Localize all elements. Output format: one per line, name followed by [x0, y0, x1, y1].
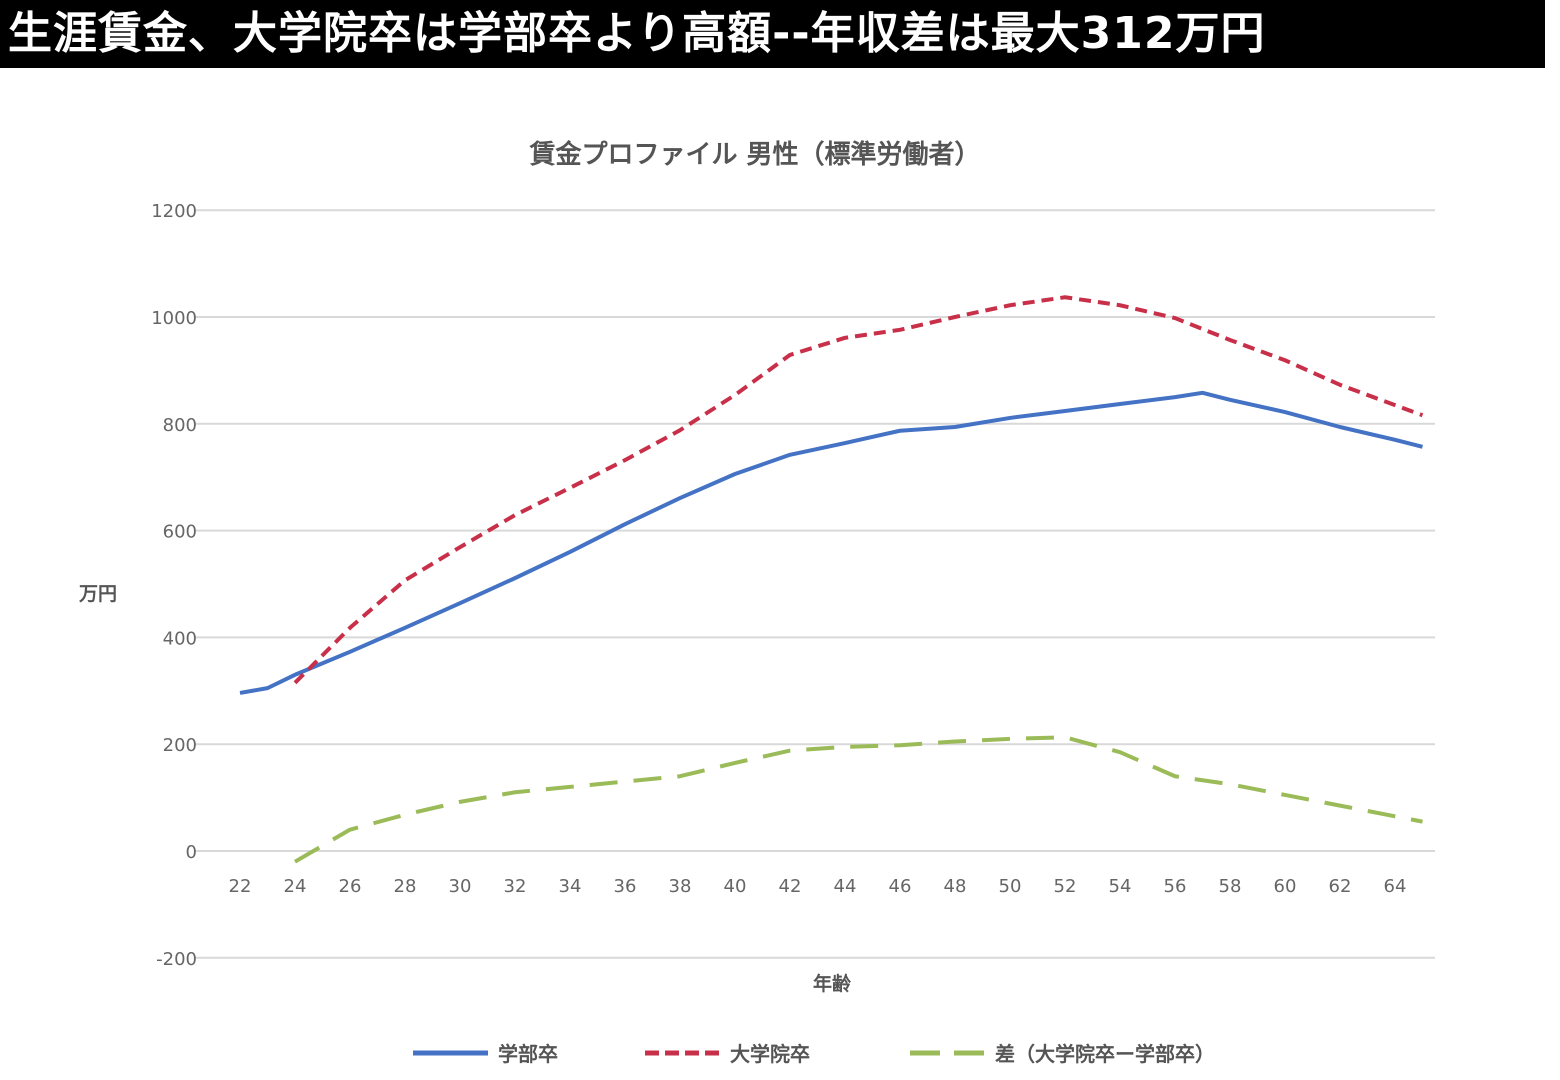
- x-tick-label: 58: [1219, 876, 1242, 897]
- chart-title: 賃金プロファイル 男性（標準労働者）: [528, 139, 980, 170]
- headline: 生涯賃金、大学院卒は学部卒より高額--年収差は最大312万円: [0, 0, 1545, 68]
- y-tick-label: 600: [163, 522, 197, 543]
- y-tick-label: -200: [156, 949, 197, 970]
- x-tick-label: 40: [724, 876, 747, 897]
- x-tick-label: 64: [1384, 876, 1407, 897]
- x-tick-label: 36: [614, 876, 637, 897]
- series-line-2: [293, 735, 1423, 864]
- x-tick-label: 60: [1274, 876, 1297, 897]
- legend-label-0: 学部卒: [498, 1042, 558, 1066]
- x-tick-label: 44: [834, 876, 857, 897]
- x-tick-label: 48: [944, 876, 967, 897]
- y-tick-label: 400: [163, 628, 197, 649]
- x-tick-label: 56: [1164, 876, 1187, 897]
- y-tick-label: 1200: [151, 201, 197, 222]
- y-tick-label: 1000: [151, 308, 197, 329]
- legend-label-1: 大学院卒: [730, 1042, 810, 1066]
- x-tick-label: 22: [229, 876, 252, 897]
- x-axis-label: 年齢: [813, 972, 852, 995]
- legend-label-2: 差（大学院卒ー学部卒）: [995, 1042, 1215, 1066]
- x-tick-label: 52: [1054, 876, 1077, 897]
- y-tick-label: 0: [186, 842, 197, 863]
- x-tick-label: 32: [504, 876, 527, 897]
- x-tick-label: 30: [449, 876, 472, 897]
- x-tick-label: 50: [999, 876, 1022, 897]
- x-tick-label: 42: [779, 876, 802, 897]
- series-line-1: [293, 295, 1424, 685]
- x-tick-label: 24: [284, 876, 307, 897]
- x-tick-label: 54: [1109, 876, 1132, 897]
- legend: 学部卒 大学院卒 差（大学院卒ー学部卒）: [413, 1042, 1215, 1066]
- x-tick-label: 62: [1329, 876, 1352, 897]
- x-tick-label: 28: [394, 876, 417, 897]
- x-tick-label: 38: [669, 876, 692, 897]
- x-tick-label: 26: [339, 876, 362, 897]
- y-tick-label: 200: [163, 735, 197, 756]
- y-tick-label: 800: [163, 415, 197, 436]
- x-tick-label: 34: [559, 876, 582, 897]
- y-axis-label: 万円: [78, 583, 117, 605]
- x-tick-label: 46: [889, 876, 912, 897]
- series-line-0: [239, 390, 1423, 695]
